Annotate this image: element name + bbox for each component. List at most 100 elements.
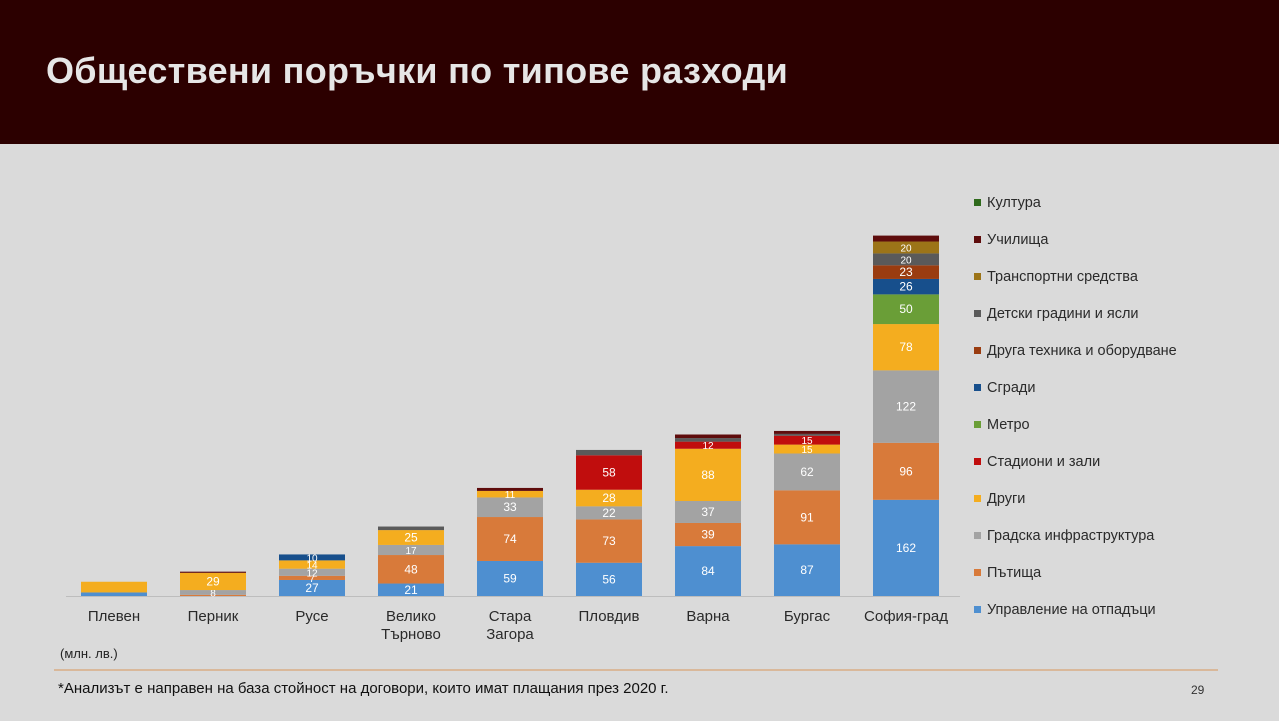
bar-segment (675, 546, 741, 596)
data-label: 14 (306, 561, 318, 572)
x-tick-label: Пловдив (579, 608, 640, 625)
legend-item: Градска инфраструктура (974, 517, 1274, 554)
data-label: 162 (896, 541, 916, 555)
data-label: 29 (206, 574, 220, 588)
bar-segment (180, 590, 246, 595)
bar-segment (873, 265, 939, 279)
legend-swatch (974, 273, 981, 280)
x-tick-label: Търново (381, 626, 441, 643)
data-label: 58 (602, 466, 616, 480)
bar-segment (774, 444, 840, 454)
bar-segment (774, 490, 840, 545)
bar-segment (477, 560, 543, 596)
data-label: 20 (900, 255, 912, 266)
data-label: 122 (896, 400, 916, 414)
bar-segment (873, 235, 939, 242)
slide-title: Обществени поръчки по типове разходи (46, 50, 789, 91)
legend-item: Други (974, 480, 1274, 517)
bar-segment (576, 455, 642, 490)
bar-segment (774, 453, 840, 491)
data-label: 17 (405, 546, 417, 557)
legend-swatch (974, 199, 981, 206)
content-area (0, 144, 1279, 721)
data-label: 78 (899, 340, 913, 354)
data-label: 91 (800, 510, 814, 524)
bar-segment (378, 583, 444, 596)
bar-segment (675, 438, 741, 442)
footnote: *Анализът е направен на база стойност на… (58, 680, 669, 697)
data-label: 62 (800, 465, 814, 479)
bar-segment (774, 430, 840, 434)
data-label: 21 (404, 583, 418, 597)
legend-label: Транспортни средства (987, 268, 1138, 285)
bar-segment (675, 522, 741, 547)
legend-label: Други (987, 490, 1026, 507)
unit-note: (млн. лв.) (60, 646, 118, 661)
legend-item: Училища (974, 221, 1274, 258)
data-label: 56 (602, 572, 616, 586)
bar-segment (675, 434, 741, 439)
data-label: 50 (899, 302, 913, 316)
bar-segment (477, 517, 543, 561)
bar-segment (279, 554, 345, 561)
x-tick-label: Варна (686, 608, 730, 625)
data-label: 12 (306, 568, 318, 579)
footer-divider (54, 669, 1218, 671)
bar-segment (576, 506, 642, 520)
bar-segment (873, 499, 939, 596)
legend-label: Сгради (987, 379, 1036, 396)
bar-segment (279, 575, 345, 580)
bar-segment (576, 489, 642, 507)
data-label: 15 (801, 445, 813, 456)
bar-segment (279, 579, 345, 596)
bar-segment (873, 370, 939, 443)
data-label: 8 (210, 588, 216, 599)
legend-label: Пътища (987, 564, 1042, 581)
legend-label: Стадиони и зали (987, 453, 1101, 470)
legend-item: Детски градини и ясли (974, 295, 1274, 332)
bar-segment (180, 572, 246, 591)
bar-segment (279, 568, 345, 576)
bar-segment (774, 435, 840, 445)
legend-label: Култура (987, 194, 1041, 211)
data-label: 74 (503, 532, 517, 546)
bar-segment (576, 519, 642, 563)
legend-swatch (974, 310, 981, 317)
data-label: 87 (800, 563, 814, 577)
legend-swatch (974, 532, 981, 539)
legend-swatch (974, 347, 981, 354)
legend-swatch (974, 421, 981, 428)
bar-segment (774, 544, 840, 596)
legend-item: Транспортни средства (974, 258, 1274, 295)
bar-segment (378, 526, 444, 531)
legend-label: Градска инфраструктура (987, 527, 1155, 544)
x-tick-label: Велико (386, 608, 436, 625)
page-number: 29 (1191, 683, 1205, 697)
bar-segment (81, 592, 147, 596)
bar-segment (675, 501, 741, 523)
legend-label: Друга техника и оборудване (987, 342, 1177, 359)
data-label: 12 (702, 441, 714, 452)
legend-swatch (974, 384, 981, 391)
data-label: 48 (404, 562, 418, 576)
legend-label: Училища (987, 231, 1049, 248)
bar-segment (774, 433, 840, 436)
legend-item: Култура (974, 184, 1274, 221)
x-tick-label: Русе (295, 608, 328, 625)
data-label: 11 (505, 490, 516, 501)
data-label: 88 (701, 468, 715, 482)
legend-item: Друга техника и оборудване (974, 332, 1274, 369)
data-label: 22 (602, 506, 616, 520)
bar-segment (81, 581, 147, 593)
data-label: 26 (899, 280, 913, 294)
bar-segment (477, 490, 543, 498)
legend-label: Метро (987, 416, 1030, 433)
legend-item: Сгради (974, 369, 1274, 406)
data-label: 33 (503, 500, 517, 514)
legend-swatch (974, 458, 981, 465)
data-label: 15 (801, 436, 813, 447)
legend-item: Метро (974, 406, 1274, 443)
data-label: 84 (701, 564, 715, 578)
data-label: 39 (701, 528, 715, 542)
